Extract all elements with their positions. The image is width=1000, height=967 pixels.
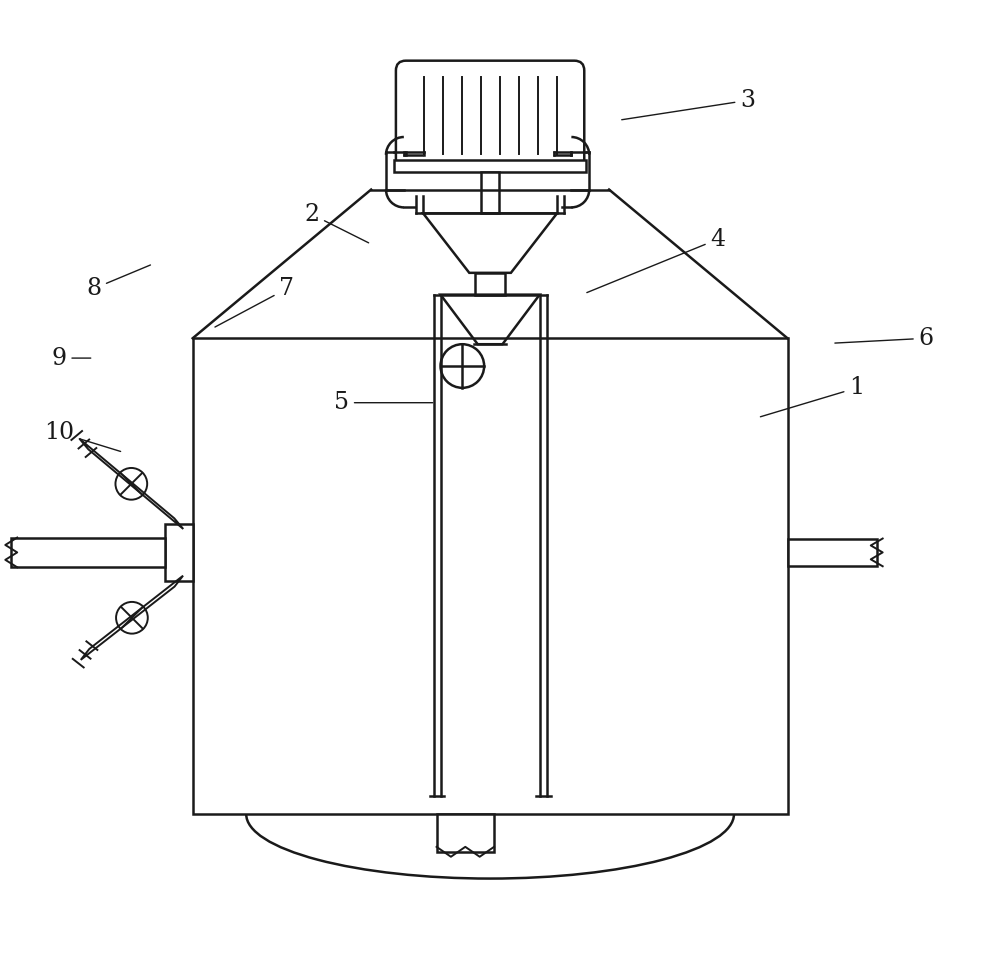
Bar: [11, 538, 165, 568]
Text: 7: 7: [215, 278, 294, 327]
Text: 1: 1: [760, 376, 864, 417]
Bar: [475, 273, 505, 295]
Bar: [437, 814, 494, 852]
Text: 10: 10: [44, 421, 121, 452]
Text: 3: 3: [622, 89, 755, 120]
Bar: [165, 524, 193, 581]
Bar: [394, 160, 586, 172]
Text: 9: 9: [51, 346, 91, 369]
Text: 6: 6: [835, 327, 934, 350]
Bar: [788, 539, 877, 567]
Text: 5: 5: [334, 392, 433, 414]
FancyBboxPatch shape: [396, 61, 584, 170]
Text: 4: 4: [587, 227, 726, 293]
Bar: [193, 338, 788, 814]
Text: 8: 8: [86, 265, 150, 300]
Text: 2: 2: [304, 203, 369, 243]
Bar: [481, 172, 499, 214]
